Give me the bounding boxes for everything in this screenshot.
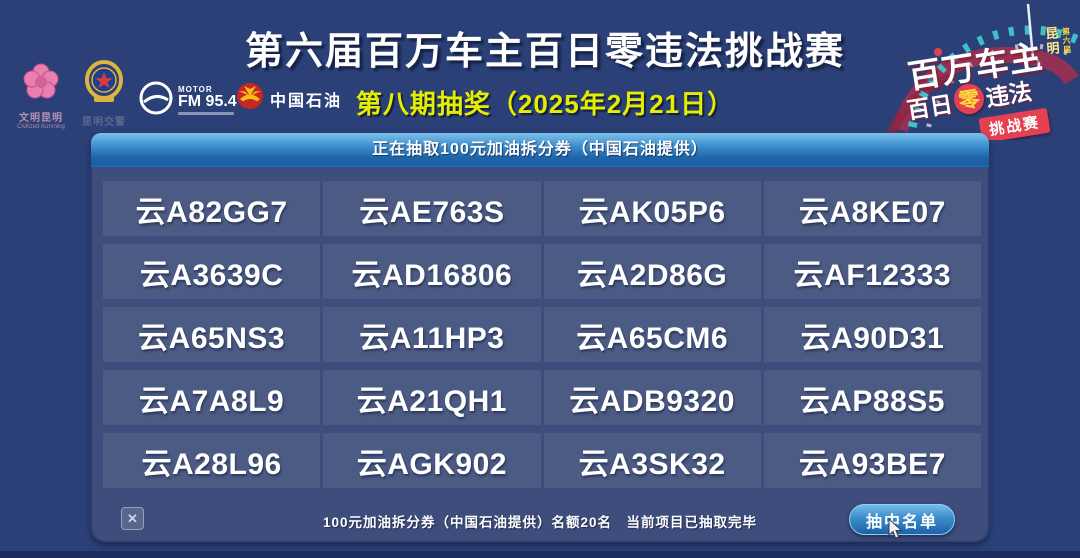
plate-cell: 云A90D31	[763, 307, 981, 362]
plate-cell: 云A2D86G	[543, 244, 761, 299]
plate-cell: 云A8KE07	[763, 181, 981, 236]
badge-edition-city: 第六届 昆明	[1041, 25, 1073, 57]
page-title: 第六届百万车主百日零违法挑战赛	[244, 31, 845, 73]
plate-cell: 云AE763S	[323, 181, 541, 236]
petrochina-sun-icon	[236, 82, 264, 115]
petrochina-logo: 中国石油	[236, 82, 342, 115]
event-logo-badge: 百万车主 百日 零 违法 挑战赛 第六届 昆明	[880, 0, 1080, 140]
speedometer-decoration	[885, 3, 1080, 140]
plate-cell: 云A28L96	[103, 433, 321, 488]
badge-edition-label: 第六届	[1061, 26, 1072, 55]
civilized-kunming-sublabel: Civilized Kunming	[17, 124, 65, 130]
civilized-kunming-label: 文明昆明	[19, 113, 63, 124]
petrochina-label: 中国石油	[270, 92, 343, 110]
plate-cell: 云AGK902	[323, 433, 541, 488]
plate-cell: 云AD16806	[323, 244, 541, 299]
panel-header-banner: 正在抽取100元加油拆分券（中国石油提供）	[91, 133, 989, 167]
plate-cell: 云AF12333	[763, 244, 981, 299]
plate-cell: 云ADB9320	[543, 370, 761, 425]
plate-cell: 云A65NS3	[103, 307, 321, 362]
plate-grid: 云A82GG7 云AE763S 云AK05P6 云A8KE07 云A3639C …	[103, 181, 981, 488]
plate-cell: 云A3639C	[103, 244, 321, 299]
plate-cell: 云A65CM6	[543, 307, 761, 362]
status-text: 100元加油拆分券（中国石油提供）名额20名 当前项目已抽取完毕	[322, 515, 758, 530]
plate-cell: 云A11HP3	[323, 307, 541, 362]
draw-panel: 正在抽取100元加油拆分券（中国石油提供） 云A82GG7 云AE763S 云A…	[91, 133, 989, 542]
bottom-strip	[0, 551, 1080, 558]
plate-cell: 云AP88S5	[763, 370, 981, 425]
flower-icon	[21, 62, 61, 107]
traffic-police-label: 昆明交警	[82, 117, 126, 128]
civilized-kunming-logo: 文明昆明 Civilized Kunming	[10, 62, 72, 130]
close-icon: ✕	[127, 510, 138, 526]
plate-cell: 云A21QH1	[323, 370, 541, 425]
draw-round-subtitle: 第八期抽奖（2025年2月21日）	[355, 89, 735, 119]
badge-line2-suffix: 违法	[984, 78, 1034, 112]
mouse-cursor-icon	[888, 518, 903, 539]
motor-fm-logo: MOTOR FM 95.4	[138, 80, 237, 121]
plate-cell: 云A82GG7	[103, 181, 321, 236]
police-badge-icon	[83, 60, 125, 111]
close-button[interactable]: ✕	[121, 507, 144, 530]
winners-list-button[interactable]: 抽中名单	[849, 504, 955, 535]
panel-footer: ✕ 100元加油拆分券（中国石油提供）名额20名 当前项目已抽取完毕 抽中名单	[93, 503, 987, 539]
motor-station-label: FM 95.4	[178, 93, 237, 110]
motor-tagline-strip	[178, 112, 234, 115]
traffic-police-logo: 昆明交警	[78, 60, 130, 128]
plate-cell: 云A3SK32	[543, 433, 761, 488]
plate-cell: 云A7A8L9	[103, 370, 321, 425]
plate-cell: 云AK05P6	[543, 181, 761, 236]
zero-circle-icon: 零	[951, 81, 987, 117]
badge-line2-prefix: 百日	[905, 90, 955, 124]
badge-city-label: 昆明	[1042, 25, 1061, 57]
motor-brand-label: MOTOR	[178, 85, 213, 94]
plate-cell: 云A93BE7	[763, 433, 981, 488]
steering-wheel-icon	[138, 80, 174, 121]
